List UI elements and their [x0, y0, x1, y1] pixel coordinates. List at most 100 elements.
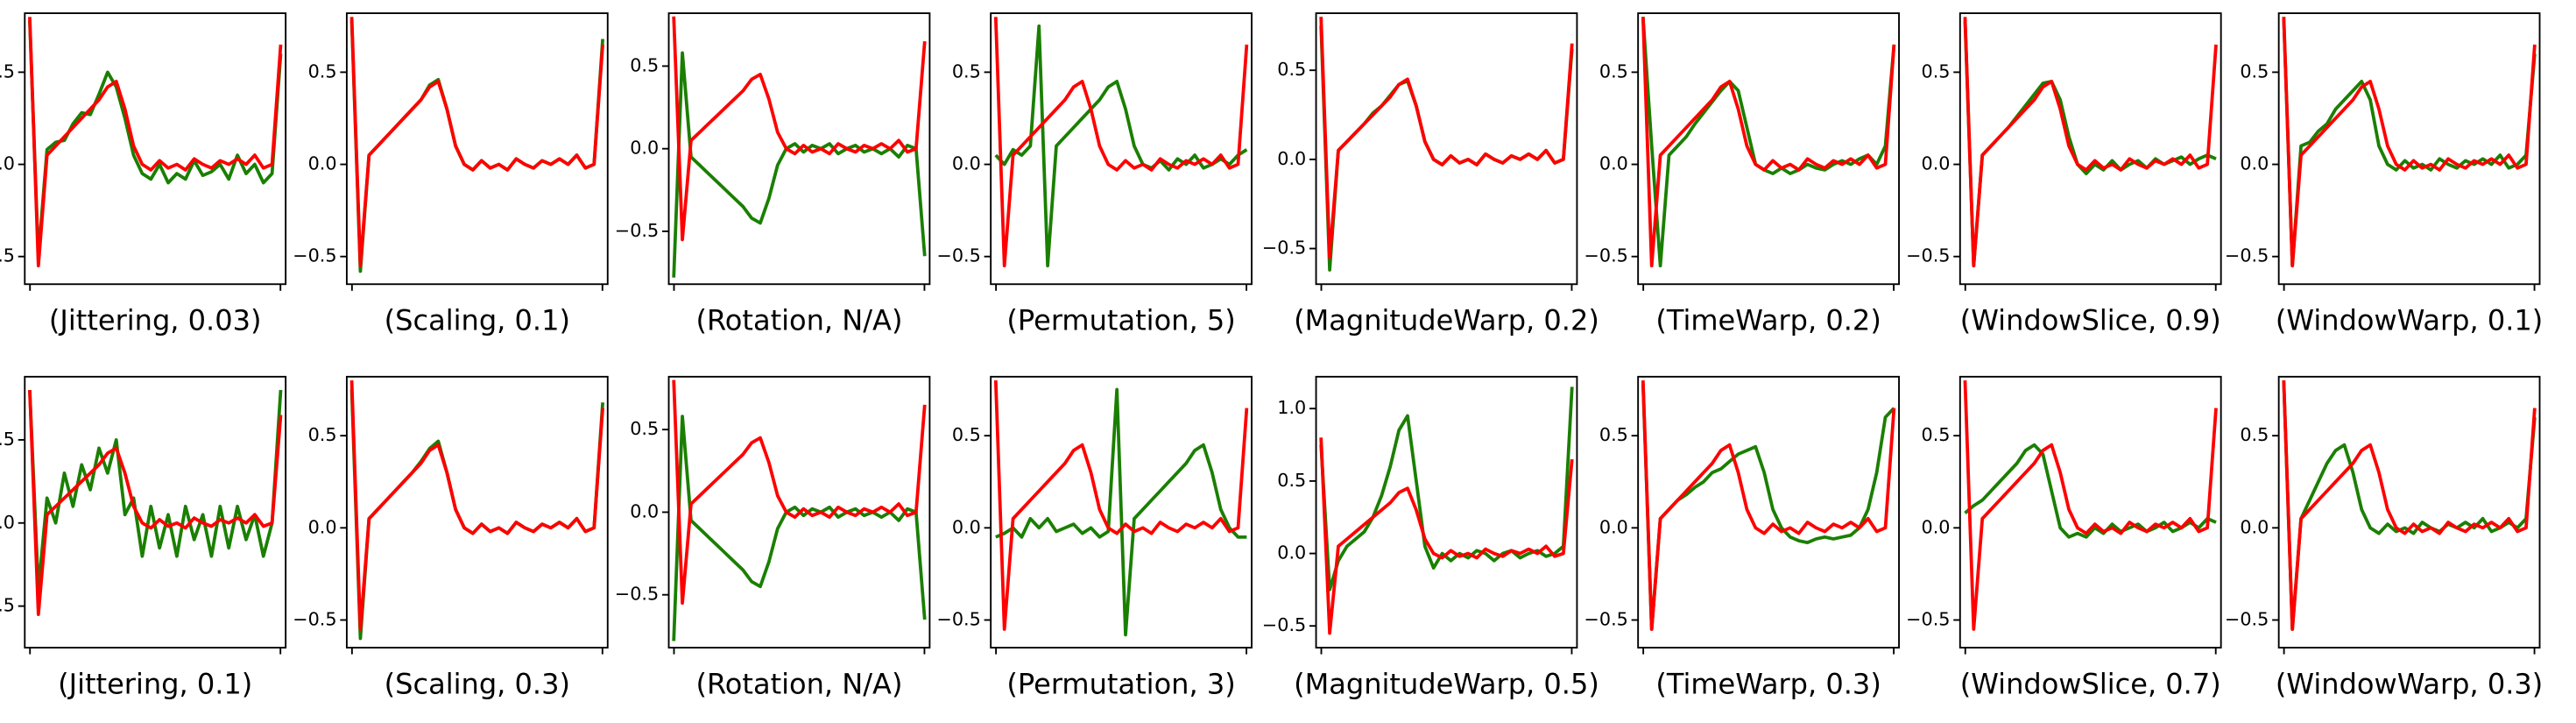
y-tick-label: 0.5 — [308, 60, 337, 82]
y-tick-label: −0.5 — [0, 595, 15, 616]
y-tick-label: 0.5 — [952, 424, 981, 445]
y-tick-label: 1.0 — [1277, 397, 1306, 418]
y-tick-label: 0.0 — [1922, 516, 1951, 537]
plot-frame — [345, 375, 609, 649]
plot-panel: −0.5 0.0 0.5 (WindowWarp, 0.3) — [2225, 375, 2543, 700]
series-line — [672, 415, 927, 641]
y-tick-label: 0.5 — [308, 424, 337, 445]
y-tick-label: 0.5 — [0, 60, 15, 82]
y-tick-label: 0.5 — [1922, 424, 1951, 445]
series-line — [1641, 17, 1896, 268]
series-line — [28, 20, 283, 259]
y-tick-label: −0.5 — [0, 245, 15, 266]
plot-panel: −0.5 0.0 0.5 (Scaling, 0.1) — [293, 12, 609, 337]
plot-panel: −0.5 0.0 0.5 (WindowSlice, 0.7) — [1906, 375, 2222, 700]
plot-panel: −0.5 0.0 0.5 (WindowWarp, 0.1) — [2225, 12, 2543, 337]
plot-panel: −0.5 0.0 0.5 (Jittering, 0.03) — [0, 12, 287, 337]
plot-frame — [1958, 12, 2222, 286]
panel-caption: (WindowWarp, 0.1) — [2276, 304, 2543, 337]
y-tick-label: 0.5 — [952, 60, 981, 82]
plot-frame — [990, 12, 1253, 286]
y-tick-label: −0.5 — [937, 245, 981, 266]
y-tick-label: 0.0 — [2240, 516, 2269, 537]
series-line — [672, 379, 927, 606]
series-line — [2282, 379, 2537, 631]
y-tick-label: 0.0 — [1277, 148, 1306, 169]
series-line — [2282, 17, 2537, 268]
y-tick-label: 0.0 — [1277, 542, 1306, 564]
y-tick-label: 0.5 — [2240, 60, 2269, 82]
y-tick-label: 0.0 — [630, 500, 659, 521]
y-tick-label: 0.5 — [1599, 424, 1628, 445]
y-tick-label: −0.5 — [2225, 245, 2269, 266]
plot-panel: −0.5 0.0 0.5 (Rotation, N/A) — [615, 12, 931, 337]
y-tick-label: 0.0 — [0, 153, 15, 174]
plot-frame — [2277, 375, 2541, 649]
series-line — [1319, 437, 1574, 635]
y-tick-label: −0.5 — [1906, 245, 1950, 266]
y-tick-label: −0.5 — [1262, 614, 1306, 635]
plot-panel: −0.5 0.0 0.5 (TimeWarp, 0.2) — [1584, 12, 1900, 337]
series-line — [993, 17, 1249, 268]
series-line — [28, 389, 283, 592]
y-tick-label: −0.5 — [2225, 608, 2269, 629]
y-tick-label: 0.5 — [1599, 60, 1628, 82]
plot-panel: −0.5 0.0 0.5 1.0 (MagnitudeWarp, 0.5) — [1262, 375, 1599, 700]
series-line — [1963, 379, 2218, 631]
series-line — [672, 16, 927, 242]
y-tick-label: −0.5 — [293, 245, 336, 266]
panel-caption: (Permutation, 5) — [1006, 304, 1235, 337]
y-tick-label: 0.5 — [1922, 60, 1951, 82]
series-line — [1641, 17, 1896, 268]
plot-frame — [1637, 375, 1900, 649]
plot-panel: −0.5 0.0 0.5 (MagnitudeWarp, 0.2) — [1262, 12, 1599, 337]
plot-frame — [1315, 12, 1578, 286]
y-tick-label: −0.5 — [615, 584, 659, 605]
y-tick-label: 0.0 — [1599, 153, 1628, 174]
y-tick-label: 0.5 — [1277, 470, 1306, 491]
panel-caption: (MagnitudeWarp, 0.5) — [1294, 667, 1599, 700]
series-line — [1964, 443, 2217, 539]
y-tick-label: −0.5 — [1262, 237, 1306, 259]
panel-caption: (Permutation, 3) — [1006, 667, 1235, 700]
plot-frame — [667, 12, 931, 286]
plot-frame — [990, 375, 1253, 649]
series-line — [1319, 17, 1574, 259]
y-tick-label: −0.5 — [1584, 245, 1628, 266]
panel-caption: (MagnitudeWarp, 0.2) — [1294, 304, 1599, 337]
panel-caption: (WindowWarp, 0.3) — [2276, 667, 2543, 700]
y-tick-label: 0.5 — [1277, 59, 1306, 80]
series-line — [28, 389, 283, 616]
series-line — [1641, 379, 1896, 631]
series-line — [1963, 20, 2217, 268]
panel-caption: (TimeWarp, 0.2) — [1655, 304, 1881, 337]
y-tick-label: −0.5 — [1584, 608, 1628, 629]
series-line — [1963, 17, 2218, 268]
y-tick-label: 0.0 — [0, 512, 15, 533]
plot-frame — [24, 375, 287, 649]
y-tick-label: 0.0 — [308, 516, 337, 537]
series-line — [672, 51, 927, 278]
plot-frame — [1315, 375, 1578, 649]
y-tick-label: −0.5 — [615, 220, 659, 241]
plot-panel: −0.5 0.0 0.5 (Rotation, N/A) — [615, 375, 931, 700]
plot-panel: −0.5 0.0 0.5 (WindowSlice, 0.9) — [1906, 12, 2222, 337]
panel-caption: (TimeWarp, 0.3) — [1655, 667, 1881, 700]
y-tick-label: 0.5 — [630, 54, 659, 75]
panel-caption: (Scaling, 0.1) — [385, 304, 570, 337]
plot-frame — [345, 12, 609, 286]
series-line — [994, 24, 1248, 268]
plot-panel: −0.5 0.0 0.5 (Jittering, 0.1) — [0, 375, 287, 700]
panel-caption: (WindowSlice, 0.9) — [1960, 304, 2221, 337]
series-line — [1319, 25, 1574, 272]
series-line — [349, 20, 604, 273]
panel-caption: (Rotation, N/A) — [695, 667, 902, 700]
plot-frame — [24, 12, 287, 286]
y-tick-label: 0.0 — [308, 153, 337, 174]
y-tick-label: 0.0 — [952, 153, 981, 174]
y-tick-label: 0.0 — [630, 138, 659, 159]
y-tick-label: −0.5 — [293, 608, 336, 629]
y-tick-label: 0.5 — [630, 418, 659, 439]
series-line — [993, 379, 1249, 631]
